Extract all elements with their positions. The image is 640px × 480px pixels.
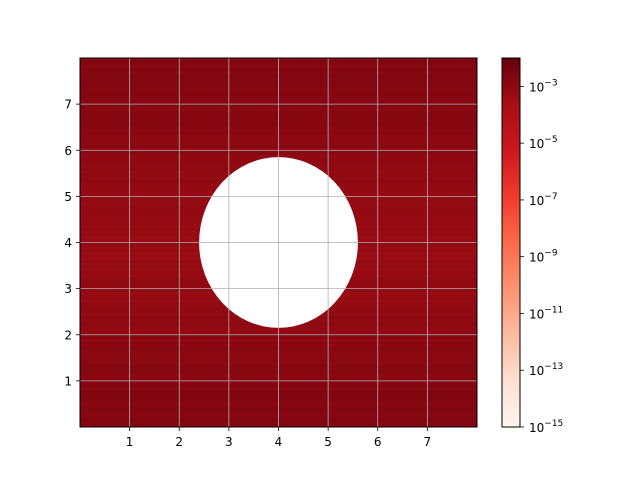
- y-tick-label: 3: [64, 282, 72, 296]
- colorbar-tick-label: 10−15: [529, 419, 563, 435]
- y-tick-label: 2: [64, 328, 72, 342]
- x-tick-label: 3: [225, 435, 233, 449]
- x-tick-label: 1: [126, 435, 134, 449]
- x-tick-label: 7: [424, 435, 432, 449]
- y-tick-label: 7: [64, 98, 72, 112]
- y-tick-label: 4: [64, 236, 72, 250]
- y-axis: 1 2 3 4 5 6 7: [64, 98, 80, 388]
- colorbar-tick-label: 10−7: [529, 192, 558, 208]
- y-tick-label: 6: [64, 144, 72, 158]
- x-tick-label: 2: [175, 435, 183, 449]
- colorbar-tick-label: 10−9: [529, 249, 558, 265]
- colorbar-tick-label: 10−13: [529, 362, 563, 378]
- x-axis: 1 2 3 4 5 6 7: [126, 427, 431, 449]
- x-tick-label: 5: [324, 435, 332, 449]
- x-tick-label: 4: [275, 435, 283, 449]
- colorbar-tick-label: 10−5: [529, 135, 558, 151]
- grid-lines: [80, 58, 477, 427]
- colorbar: 10−15 10−13 10−11 10−9 10−7 10−5 10−3: [501, 57, 563, 435]
- x-tick-label: 6: [374, 435, 382, 449]
- colorbar-gradient: [501, 57, 521, 428]
- colorbar-tick-label: 10−11: [529, 305, 563, 321]
- y-tick-label: 1: [64, 374, 72, 388]
- colorbar-tick-label: 10−3: [529, 78, 558, 94]
- y-tick-label: 5: [64, 190, 72, 204]
- colorbar-ticks: 10−15 10−13 10−11 10−9 10−7 10−5 10−3: [520, 78, 563, 435]
